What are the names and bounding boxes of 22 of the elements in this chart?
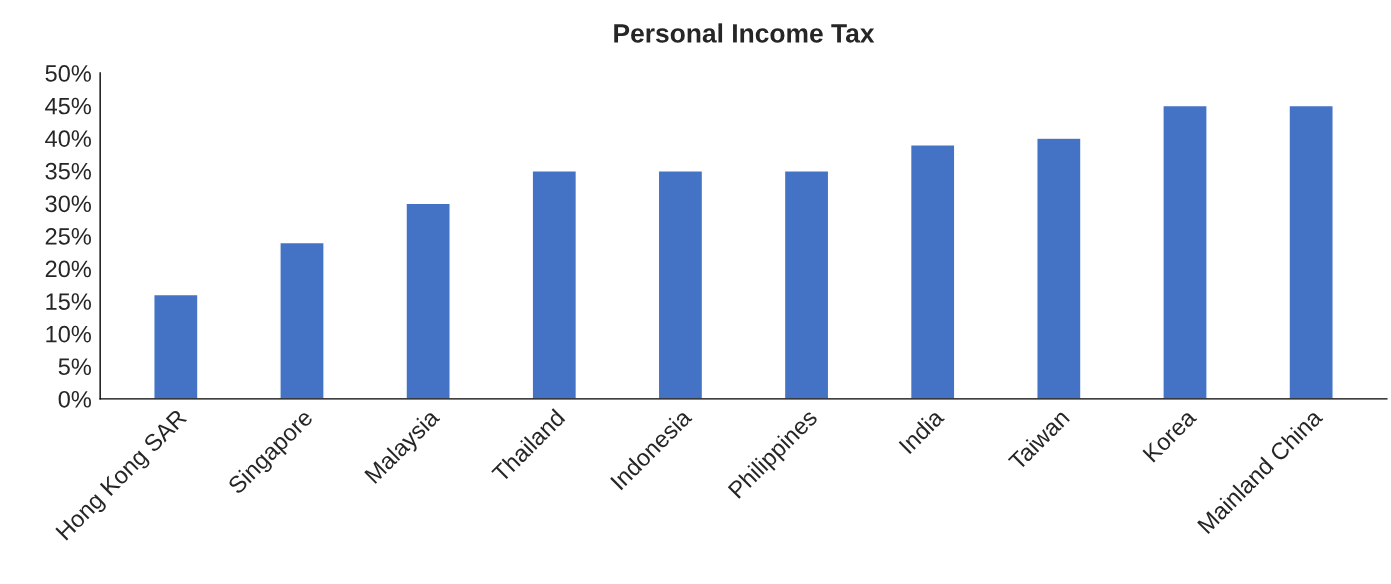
y-tick-label: 50% [45,65,91,82]
bar [531,170,578,399]
y-tick-label: 40% [45,130,91,147]
y-tick-label: 45% [45,97,91,115]
bar [405,202,451,399]
bar [783,170,830,399]
y-tick-label: 30% [45,195,91,213]
bar [657,170,704,399]
bar [279,241,325,399]
y-tick-label: 15% [46,293,91,310]
y-tick-label: 5% [58,358,91,376]
y-tick-label: 0% [58,390,91,408]
y-tick-label: 20% [45,260,91,278]
bar [909,143,956,399]
bar [1162,104,1208,399]
bar [1288,104,1334,399]
y-tick-label: 10% [46,325,91,343]
bar [153,293,199,399]
y-tick-label: 35% [45,162,91,180]
bar [1036,137,1082,399]
y-tick-label: 25% [45,228,91,245]
chart-title: Personal Income Tax [614,23,875,43]
